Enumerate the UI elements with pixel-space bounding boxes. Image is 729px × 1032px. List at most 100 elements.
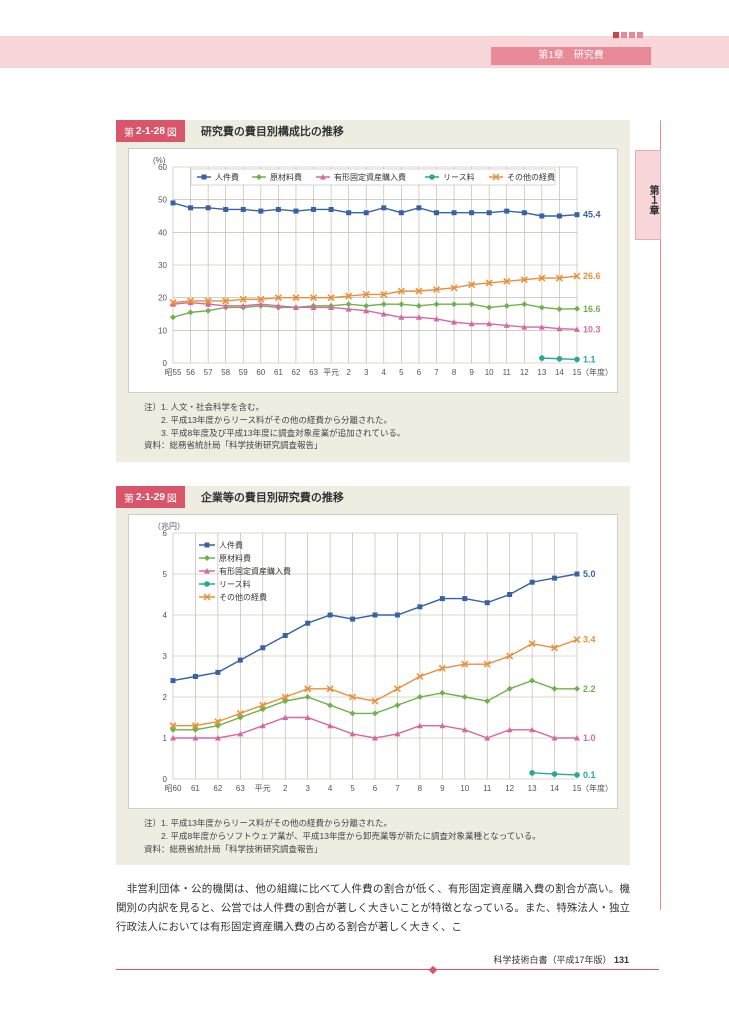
svg-text:63: 63 — [236, 784, 245, 793]
svg-text:2: 2 — [283, 784, 288, 793]
svg-text:11: 11 — [483, 784, 492, 793]
svg-text:60: 60 — [256, 368, 265, 377]
badge-suffix: 図 — [167, 124, 177, 139]
svg-text:7: 7 — [395, 784, 400, 793]
svg-text:10.3: 10.3 — [583, 324, 601, 334]
badge-code: 2-1-29 — [136, 492, 165, 503]
panel2-badge: 第 2-1-29 図 — [116, 486, 185, 508]
header-decor-squares — [613, 32, 643, 38]
svg-text:リース料: リース料 — [219, 579, 251, 589]
svg-text:62: 62 — [213, 784, 222, 793]
svg-text:11: 11 — [503, 368, 512, 377]
svg-text:昭55: 昭55 — [165, 368, 182, 377]
svg-text:5: 5 — [399, 368, 404, 377]
footer-rule — [116, 969, 659, 970]
svg-text:4: 4 — [163, 611, 168, 620]
svg-text:26.6: 26.6 — [583, 271, 601, 281]
svg-text:平元: 平元 — [323, 368, 339, 377]
badge-prefix: 第 — [124, 490, 134, 505]
side-chapter-tab: 第１章 — [635, 150, 661, 240]
header-chapter-label: 第1章 研究費 — [491, 47, 651, 65]
badge-prefix: 第 — [124, 124, 134, 139]
svg-text:30: 30 — [158, 261, 167, 270]
svg-text:5: 5 — [350, 784, 355, 793]
svg-text:10: 10 — [460, 784, 469, 793]
svg-text:1.0: 1.0 — [583, 733, 596, 743]
svg-text:平元: 平元 — [255, 784, 271, 793]
chart2: （兆円）0123456昭60616263平元234567891011121314… — [128, 514, 618, 809]
svg-text:3: 3 — [364, 368, 369, 377]
svg-text:3: 3 — [305, 784, 310, 793]
footer-diamond-icon — [429, 966, 437, 974]
svg-text:その他の経費: その他の経費 — [219, 592, 267, 602]
svg-text:6: 6 — [373, 784, 378, 793]
svg-text:20: 20 — [158, 294, 167, 303]
svg-text:14: 14 — [550, 784, 559, 793]
svg-text:45.4: 45.4 — [583, 210, 601, 220]
panel1-badge: 第 2-1-28 図 — [116, 120, 185, 142]
svg-text:0.1: 0.1 — [583, 770, 596, 780]
svg-text:9: 9 — [440, 784, 445, 793]
svg-text:61: 61 — [191, 784, 200, 793]
svg-text:9: 9 — [469, 368, 474, 377]
panel1-notes: 注）1. 人文・社会科学を含む。 2. 平成13年度からリース料がその他の経費か… — [144, 401, 612, 452]
svg-text:2: 2 — [163, 693, 168, 702]
panel2-title: 企業等の費目別研究費の推移 — [201, 489, 344, 505]
svg-text:40: 40 — [158, 228, 167, 237]
svg-text:3: 3 — [163, 652, 168, 661]
svg-text:6: 6 — [163, 529, 168, 538]
svg-text:人件費: 人件費 — [215, 172, 239, 182]
chart1-svg: (%)0102030405060昭555657585960616263平元234… — [129, 149, 617, 389]
svg-text:3.4: 3.4 — [583, 635, 596, 645]
svg-text:4: 4 — [382, 368, 387, 377]
svg-text:リース料: リース料 — [443, 172, 475, 182]
svg-text:10: 10 — [485, 368, 494, 377]
svg-text:原材料費: 原材料費 — [270, 172, 302, 182]
svg-text:2: 2 — [346, 368, 351, 377]
svg-text:16.6: 16.6 — [583, 304, 601, 314]
svg-text:13: 13 — [528, 784, 537, 793]
svg-text:有形固定資産購入費: 有形固定資産購入費 — [334, 172, 406, 182]
svg-text:12: 12 — [520, 368, 529, 377]
svg-text:50: 50 — [158, 196, 167, 205]
footer-page: 131 — [614, 955, 629, 965]
page-footer: 科学技術白書（平成17年版） 131 — [493, 953, 629, 966]
svg-text:（年度）: （年度） — [581, 783, 613, 793]
svg-text:61: 61 — [274, 368, 283, 377]
svg-text:12: 12 — [505, 784, 514, 793]
svg-text:60: 60 — [158, 163, 167, 172]
panel1-title: 研究費の費目別構成比の推移 — [201, 123, 344, 139]
svg-text:1.1: 1.1 — [583, 354, 596, 364]
svg-text:63: 63 — [309, 368, 318, 377]
figure-panel-2: 第 2-1-29 図 企業等の費目別研究費の推移 （兆円）0123456昭606… — [116, 486, 630, 865]
svg-text:昭60: 昭60 — [165, 784, 182, 793]
chart1: (%)0102030405060昭555657585960616263平元234… — [128, 148, 618, 393]
svg-text:人件費: 人件費 — [219, 540, 243, 550]
svg-text:1: 1 — [163, 734, 168, 743]
svg-text:有形固定資産購入費: 有形固定資産購入費 — [219, 566, 291, 576]
panel2-head: 第 2-1-29 図 企業等の費目別研究費の推移 — [116, 486, 630, 508]
svg-text:4: 4 — [328, 784, 333, 793]
svg-text:2.2: 2.2 — [583, 684, 596, 694]
svg-text:59: 59 — [239, 368, 248, 377]
svg-text:8: 8 — [418, 784, 423, 793]
svg-text:6: 6 — [417, 368, 422, 377]
svg-text:（兆円）: （兆円） — [153, 521, 185, 531]
svg-text:5.0: 5.0 — [583, 569, 596, 579]
badge-suffix: 図 — [167, 490, 177, 505]
svg-text:14: 14 — [555, 368, 564, 377]
svg-text:58: 58 — [221, 368, 230, 377]
svg-text:57: 57 — [204, 368, 213, 377]
svg-text:62: 62 — [292, 368, 301, 377]
svg-text:（年度）: （年度） — [581, 367, 613, 377]
footer-text: 科学技術白書（平成17年版） — [493, 955, 611, 965]
svg-text:その他の経費: その他の経費 — [507, 172, 555, 182]
badge-code: 2-1-28 — [136, 126, 165, 137]
svg-text:0: 0 — [163, 775, 168, 784]
svg-text:13: 13 — [537, 368, 546, 377]
body-paragraph: 非営利団体・公的機関は、他の組織に比べて人件費の割合が低く、有形固定資産購入費の… — [116, 880, 630, 937]
figure-panel-1: 第 2-1-28 図 研究費の費目別構成比の推移 (%)010203040506… — [116, 120, 630, 462]
svg-text:原材料費: 原材料費 — [219, 553, 251, 563]
svg-text:56: 56 — [186, 368, 195, 377]
svg-text:7: 7 — [434, 368, 439, 377]
